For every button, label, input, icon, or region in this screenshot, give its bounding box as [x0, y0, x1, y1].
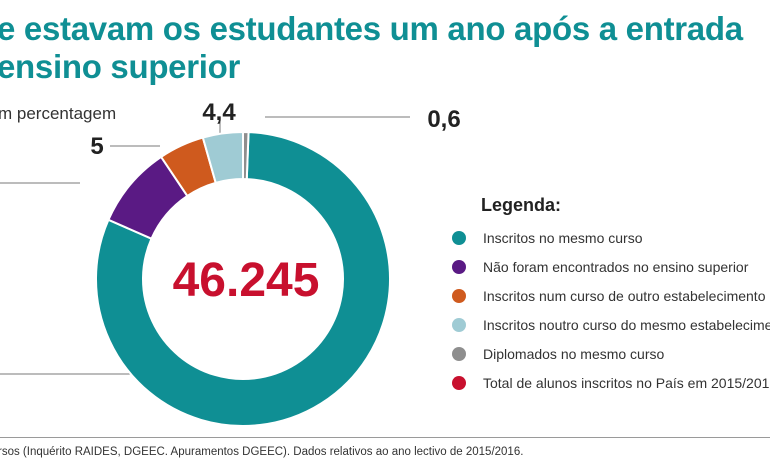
value-labels: 5 4,4 0,6: [90, 99, 460, 160]
donut-slice: [242, 130, 250, 181]
title-line-1: e estavam os estudantes um ano após a en…: [0, 10, 743, 47]
legend-swatch: [452, 289, 466, 303]
legend-swatch: [452, 231, 466, 245]
legend-label: Inscritos num curso de outro estabelecim…: [483, 288, 766, 304]
center-total-label: 46.245: [173, 254, 320, 307]
legend-label: Inscritos no mesmo curso: [483, 230, 643, 246]
donut-slice: [95, 131, 391, 427]
slice-value-label: 4,4: [202, 99, 236, 126]
legend-label: Total de alunos inscritos no País em 201…: [483, 375, 770, 391]
legend-title: Legenda:: [481, 195, 562, 215]
legend-item: Diplomados no mesmo curso: [450, 346, 770, 375]
footer-divider: [0, 437, 770, 438]
legend-items: Inscritos no mesmo curso Não foram encont…: [450, 230, 770, 404]
chart-title: e estavam os estudantes um ano após a en…: [0, 10, 770, 86]
chart-subtitle: m percentagem: [0, 104, 117, 123]
source-note: rsos (Inquérito RAIDES, DGEEC. Apurament…: [0, 446, 524, 458]
legend-swatch: [452, 260, 466, 274]
legend-swatch: [452, 318, 466, 332]
legend-item: Total de alunos inscritos no País em 201…: [450, 375, 770, 404]
legend-swatch: [452, 347, 466, 361]
legend-item: Inscritos noutro curso do mesmo estabele…: [450, 317, 770, 346]
slice-value-label: 0,6: [427, 106, 460, 133]
legend-label: Inscritos noutro curso do mesmo estabele…: [483, 317, 770, 333]
donut-hole: [156, 192, 330, 366]
legend-label: Diplomados no mesmo curso: [483, 346, 665, 362]
legend: Legenda: Inscritos no mesmo curso Não for…: [450, 195, 770, 404]
donut-slices: [95, 130, 391, 427]
legend-item: Inscritos num curso de outro estabelecim…: [450, 288, 770, 317]
legend-swatch: [452, 376, 466, 390]
title-line-2: ensino superior: [0, 48, 241, 85]
legend-item: Inscritos no mesmo curso: [450, 230, 770, 259]
legend-label: Não foram encontrados no ensino superior: [483, 259, 749, 275]
slice-value-label: 5: [90, 133, 103, 160]
legend-item: Não foram encontrados no ensino superior: [450, 259, 770, 288]
